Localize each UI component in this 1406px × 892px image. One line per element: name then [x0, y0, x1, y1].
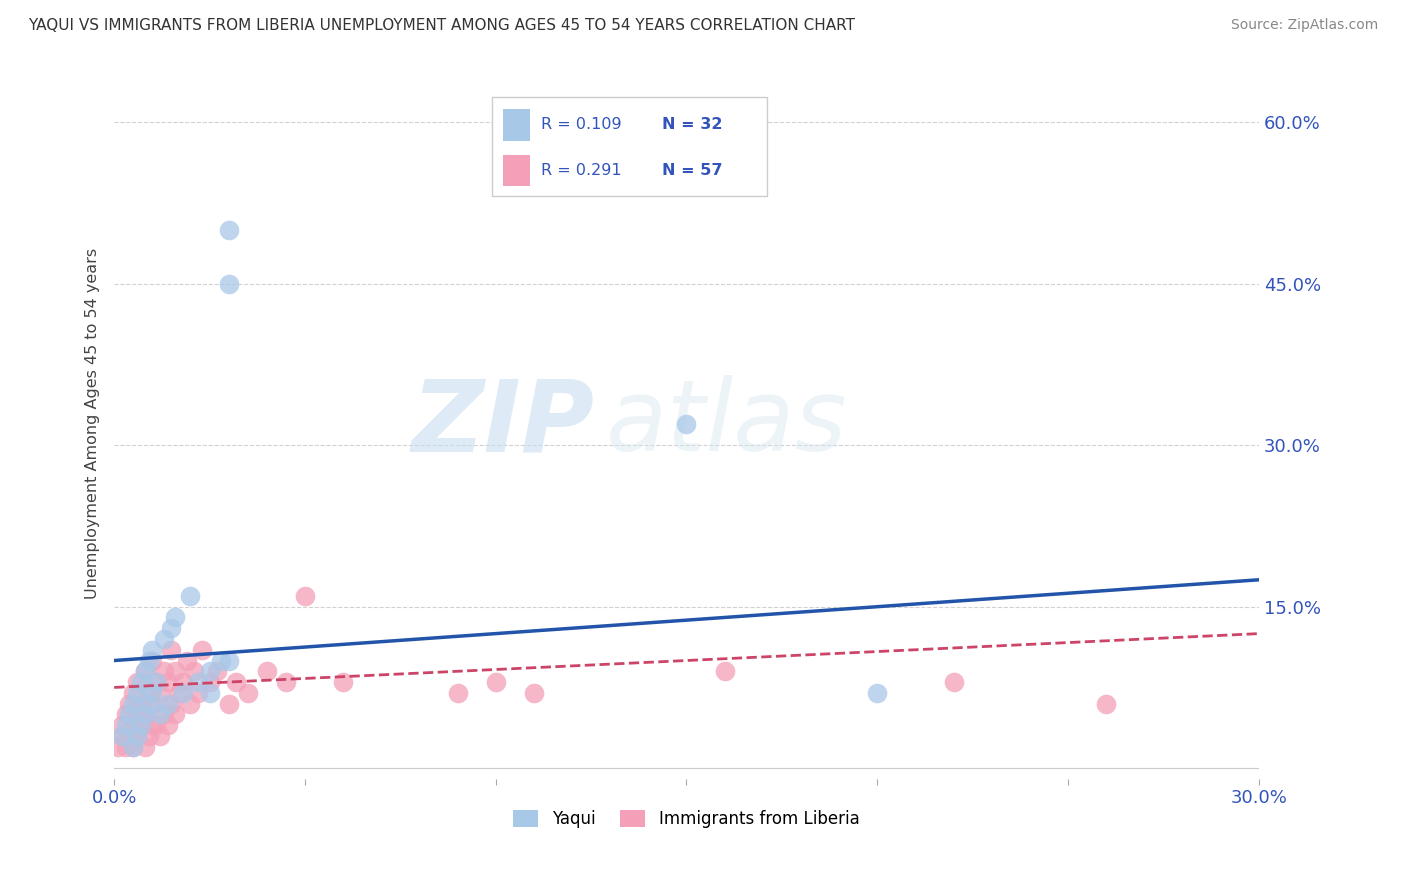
Text: YAQUI VS IMMIGRANTS FROM LIBERIA UNEMPLOYMENT AMONG AGES 45 TO 54 YEARS CORRELAT: YAQUI VS IMMIGRANTS FROM LIBERIA UNEMPLO… [28, 18, 855, 33]
Point [172, 675, 194, 690]
Point [129, 718, 152, 732]
Point [141, 718, 163, 732]
Point [141, 653, 163, 667]
Point [205, 665, 228, 679]
Point [675, 417, 697, 431]
Point [713, 665, 735, 679]
Point [183, 665, 205, 679]
Point [165, 665, 187, 679]
Point [1095, 697, 1118, 711]
Point [198, 686, 221, 700]
Point [274, 675, 297, 690]
Point [160, 697, 183, 711]
Point [122, 739, 145, 754]
Point [149, 707, 172, 722]
Point [125, 686, 148, 700]
Point [152, 665, 174, 679]
Point [118, 697, 141, 711]
Point [107, 739, 129, 754]
Point [145, 675, 167, 690]
Point [134, 665, 156, 679]
Point [332, 675, 354, 690]
Text: atlas: atlas [606, 376, 848, 472]
Point [145, 675, 167, 690]
Point [225, 675, 247, 690]
Point [191, 642, 214, 657]
Point [156, 718, 179, 732]
Point [236, 686, 259, 700]
Point [129, 675, 152, 690]
Point [176, 653, 198, 667]
Y-axis label: Unemployment Among Ages 45 to 54 years: Unemployment Among Ages 45 to 54 years [86, 248, 100, 599]
Point [118, 707, 141, 722]
Point [114, 707, 136, 722]
Point [942, 675, 965, 690]
Point [218, 653, 240, 667]
Text: Source: ZipAtlas.com: Source: ZipAtlas.com [1230, 18, 1378, 32]
Point [111, 729, 134, 743]
Point [446, 686, 468, 700]
Point [523, 686, 546, 700]
Point [114, 739, 136, 754]
Legend: Yaqui, Immigrants from Liberia: Yaqui, Immigrants from Liberia [506, 803, 866, 835]
Point [256, 665, 278, 679]
Point [294, 589, 316, 603]
Point [138, 697, 160, 711]
Point [172, 686, 194, 700]
Point [125, 675, 148, 690]
Point [129, 697, 152, 711]
Point [167, 686, 190, 700]
Point [152, 632, 174, 646]
Point [141, 642, 163, 657]
Point [187, 686, 209, 700]
Point [138, 686, 160, 700]
Point [156, 697, 179, 711]
Point [218, 277, 240, 291]
Point [129, 718, 152, 732]
Point [198, 665, 221, 679]
Point [218, 697, 240, 711]
Point [160, 642, 183, 657]
Point [198, 675, 221, 690]
Point [111, 718, 134, 732]
Point [122, 686, 145, 700]
Point [134, 707, 156, 722]
Point [125, 729, 148, 743]
Point [134, 665, 156, 679]
Point [179, 589, 201, 603]
Point [209, 653, 232, 667]
Point [125, 707, 148, 722]
Point [145, 718, 167, 732]
Point [122, 739, 145, 754]
Point [122, 718, 145, 732]
Point [179, 697, 201, 711]
Point [125, 729, 148, 743]
Point [160, 621, 183, 635]
Point [138, 653, 160, 667]
Point [866, 686, 889, 700]
Point [114, 718, 136, 732]
Point [134, 739, 156, 754]
Point [111, 729, 134, 743]
Point [141, 697, 163, 711]
Text: ZIP: ZIP [412, 376, 595, 472]
Point [149, 729, 172, 743]
Point [134, 707, 156, 722]
Point [138, 729, 160, 743]
Point [485, 675, 508, 690]
Point [149, 686, 172, 700]
Point [152, 707, 174, 722]
Point [165, 707, 187, 722]
Point [122, 697, 145, 711]
Point [165, 610, 187, 624]
Point [156, 675, 179, 690]
Point [218, 223, 240, 237]
Point [141, 686, 163, 700]
Point [187, 675, 209, 690]
Point [118, 729, 141, 743]
